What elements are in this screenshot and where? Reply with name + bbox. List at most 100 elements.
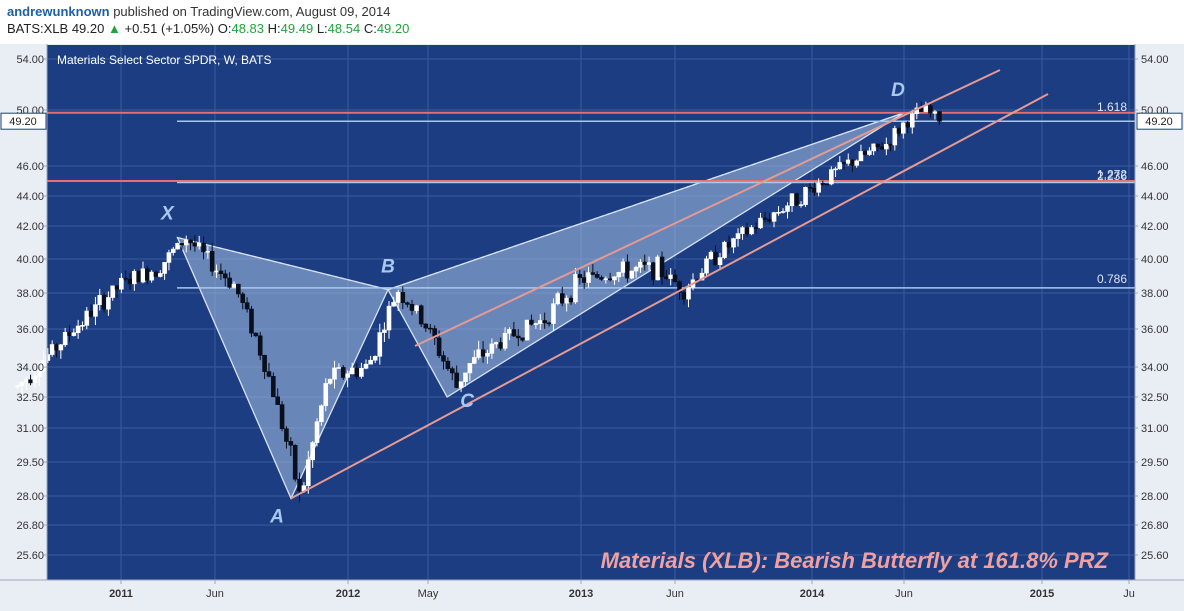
candle-body — [767, 218, 772, 222]
candle-body — [807, 187, 813, 189]
price-change: +0.51 (+1.05%) — [124, 21, 215, 36]
candle-body — [884, 143, 889, 150]
y-tick-label: 32.50 — [1141, 392, 1169, 404]
candle-body — [824, 183, 830, 186]
candle-body — [323, 383, 329, 407]
y-tick-label: 28.00 — [1141, 491, 1169, 503]
candle-body — [638, 261, 643, 268]
candle-body — [762, 217, 768, 220]
y-tick-label: 31.00 — [16, 423, 44, 435]
candle-body — [400, 292, 406, 304]
candle-body — [515, 335, 521, 339]
channel-lower-line — [290, 93, 1049, 500]
candle-body — [162, 262, 167, 274]
candle-body — [771, 212, 777, 222]
candle-body — [28, 379, 33, 384]
candle-body — [414, 305, 419, 311]
x-tick-label: 2011 — [109, 588, 133, 600]
trend-channel — [290, 69, 1049, 500]
candle-body — [620, 261, 626, 273]
candle-body — [45, 354, 51, 361]
candle-body — [686, 287, 691, 300]
candle-body — [529, 319, 534, 325]
fib-label-1272: 1.272 — [1097, 168, 1127, 182]
candle-body — [222, 273, 228, 279]
candle-body — [36, 370, 42, 377]
pattern-label-d: D — [891, 80, 905, 101]
candle-body — [841, 162, 847, 164]
candle-body — [188, 239, 193, 244]
bottom-axis-panel — [0, 580, 1184, 611]
candle-body — [382, 329, 387, 333]
candle-body — [471, 357, 477, 364]
candle-body — [664, 276, 669, 279]
candle-body — [114, 285, 120, 290]
candle-body — [354, 367, 360, 377]
candle-body — [458, 381, 464, 388]
candle-body — [409, 304, 415, 311]
last-price-tag-right — [1136, 112, 1183, 130]
candle-body — [123, 277, 128, 280]
candle-body — [145, 268, 150, 281]
candle-body — [340, 367, 346, 378]
candle-body — [71, 332, 77, 336]
candle-body — [607, 278, 613, 281]
candle-body — [279, 404, 285, 429]
candle-body — [537, 320, 543, 324]
candle-body — [127, 278, 133, 285]
x-tick-label: Jun — [206, 588, 224, 600]
y-tick-label: 26.80 — [16, 520, 44, 532]
x-tick-label: Jun — [666, 588, 684, 600]
candle-body — [485, 353, 490, 357]
candle-body — [820, 183, 826, 185]
symbol-label[interactable]: BATS:XLB — [7, 21, 69, 36]
candle-body — [423, 323, 429, 329]
open-value: 48.83 — [231, 21, 265, 36]
candle-body — [850, 159, 855, 166]
high-label: H: — [267, 21, 281, 36]
chart-header: andrewunknown published on TradingView.c… — [0, 0, 1184, 44]
candle-body — [332, 367, 337, 380]
candle-body — [590, 272, 596, 275]
candle-body — [218, 270, 224, 275]
candle-body — [932, 111, 938, 114]
candle-body — [15, 385, 20, 388]
candle-body — [377, 332, 383, 357]
candle-body — [551, 303, 556, 324]
candle-body — [231, 283, 237, 288]
x-tick-label: Jun — [895, 588, 913, 600]
candle-body — [507, 329, 512, 334]
y-tick-label: 42.00 — [16, 221, 44, 233]
candle-body — [271, 376, 276, 398]
candle-body — [909, 113, 915, 128]
candle-body — [110, 285, 116, 298]
candle-body — [386, 305, 392, 331]
candle-body — [599, 277, 604, 280]
candle-body — [892, 128, 898, 146]
candle-body — [196, 242, 202, 247]
candle-body — [205, 251, 211, 253]
candle-body — [681, 292, 687, 300]
candle-body — [297, 478, 302, 492]
pattern-label-a: A — [269, 506, 284, 527]
candle-body — [23, 379, 29, 383]
candle-body — [704, 258, 709, 274]
candle-body — [533, 323, 539, 325]
pattern-triangle-bcd — [387, 112, 905, 398]
candle-body — [642, 261, 648, 265]
candle-body — [227, 277, 232, 288]
candle-body — [240, 293, 246, 303]
candle-body — [586, 272, 591, 283]
candle-body — [67, 332, 72, 336]
candle-body — [209, 251, 215, 272]
candle-body — [659, 256, 665, 278]
candle-body — [292, 444, 298, 480]
candle-body — [722, 241, 727, 258]
author-link[interactable]: andrewunknown — [7, 4, 110, 19]
candle-body — [862, 151, 868, 155]
close-label: C: — [363, 21, 377, 36]
candle-body — [577, 274, 583, 278]
candle-body — [546, 322, 552, 325]
